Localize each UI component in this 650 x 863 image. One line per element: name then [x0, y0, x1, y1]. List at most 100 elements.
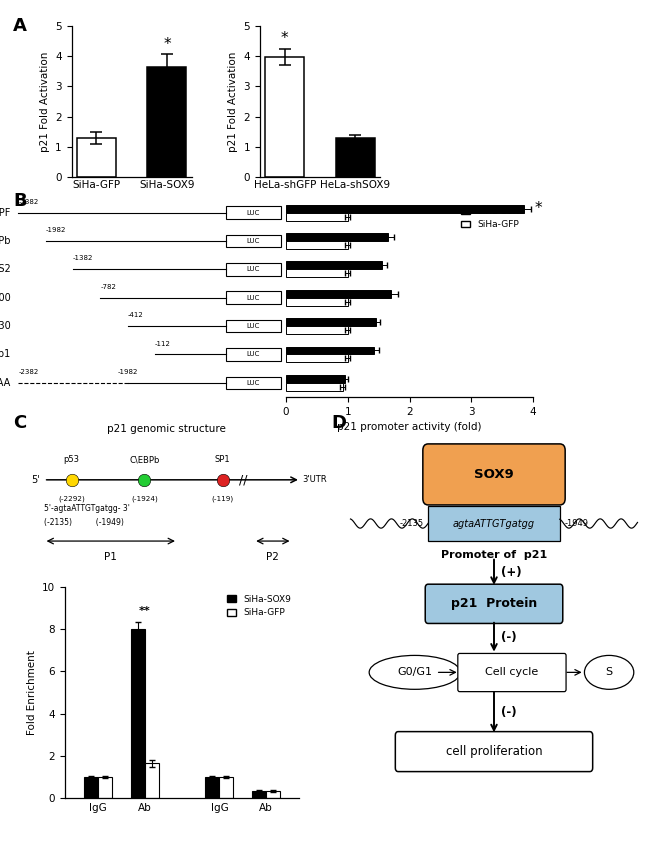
Text: A: A: [13, 17, 27, 35]
Bar: [131, 629, 144, 798]
Text: -1982: -1982: [118, 369, 138, 375]
Text: (-): (-): [502, 706, 517, 719]
Text: LUC: LUC: [246, 323, 260, 329]
Bar: [336, 138, 375, 177]
Bar: [286, 269, 348, 277]
Text: LUC: LUC: [246, 238, 260, 244]
Bar: [286, 318, 376, 326]
FancyBboxPatch shape: [226, 235, 281, 248]
Legend: SiHa-SOX9, SiHa-GFP: SiHa-SOX9, SiHa-GFP: [457, 203, 528, 233]
Text: -2382: -2382: [18, 198, 39, 205]
Text: p21 genomic structure: p21 genomic structure: [107, 425, 226, 434]
Text: SP1: SP1: [214, 455, 230, 464]
Text: 5'-agtaATTGTgatgg- 3': 5'-agtaATTGTgatgg- 3': [44, 504, 129, 513]
Bar: [286, 298, 348, 306]
Text: C\EBPb: C\EBPb: [129, 455, 159, 464]
Text: -2135: -2135: [400, 519, 424, 528]
Text: 5': 5': [31, 475, 40, 485]
Bar: [265, 57, 304, 177]
Bar: [286, 383, 343, 391]
Text: P2: P2: [266, 552, 280, 563]
Bar: [286, 233, 388, 241]
Text: p21 Sp1: p21 Sp1: [0, 350, 10, 360]
Text: (-2292): (-2292): [58, 495, 85, 502]
Y-axis label: p21 Fold Activation: p21 Fold Activation: [228, 51, 238, 152]
Text: *: *: [535, 201, 543, 217]
Legend: SiHa-SOX9, SiHa-GFP: SiHa-SOX9, SiHa-GFP: [223, 591, 294, 621]
Text: **: **: [138, 607, 150, 616]
Text: G0/G1: G0/G1: [397, 667, 432, 677]
Text: cell proliferation: cell proliferation: [446, 745, 542, 758]
FancyBboxPatch shape: [226, 206, 281, 219]
Text: B: B: [13, 192, 27, 210]
FancyBboxPatch shape: [428, 506, 560, 541]
Text: p21 CBPb: p21 CBPb: [0, 236, 10, 246]
FancyBboxPatch shape: [423, 444, 565, 505]
Bar: [98, 777, 112, 798]
Bar: [252, 791, 266, 798]
Bar: [286, 326, 348, 334]
Text: (-1924): (-1924): [131, 495, 158, 502]
Text: (-): (-): [502, 631, 517, 644]
Text: LUC: LUC: [246, 267, 260, 273]
Text: C: C: [13, 414, 26, 432]
Bar: [286, 212, 348, 221]
Text: (-2135)          (-1949): (-2135) (-1949): [44, 518, 124, 527]
Text: p21 AA: p21 AA: [0, 378, 10, 387]
Text: *: *: [281, 30, 289, 46]
Bar: [286, 241, 348, 249]
Text: SOX9: SOX9: [474, 468, 514, 481]
Text: *: *: [163, 36, 171, 52]
Bar: [220, 777, 233, 798]
FancyBboxPatch shape: [226, 348, 281, 361]
Text: -1949: -1949: [564, 519, 588, 528]
Text: //: //: [239, 473, 248, 487]
Text: D: D: [332, 414, 346, 432]
Bar: [144, 764, 159, 798]
Bar: [286, 355, 348, 362]
Text: -112: -112: [155, 341, 171, 347]
FancyBboxPatch shape: [395, 732, 593, 772]
Bar: [148, 66, 187, 177]
Text: LUC: LUC: [246, 295, 260, 300]
Text: (+): (+): [502, 566, 522, 579]
Text: -2382: -2382: [18, 369, 39, 375]
Bar: [286, 261, 382, 269]
Text: p21 Δ800: p21 Δ800: [0, 293, 10, 303]
Text: LUC: LUC: [246, 210, 260, 216]
Text: p21  Protein: p21 Protein: [451, 597, 537, 610]
Text: -782: -782: [100, 284, 116, 290]
Text: (-119): (-119): [211, 495, 233, 502]
FancyBboxPatch shape: [226, 376, 281, 389]
Text: LUC: LUC: [246, 380, 260, 386]
Bar: [286, 347, 374, 355]
FancyBboxPatch shape: [425, 584, 563, 623]
Bar: [205, 777, 220, 798]
FancyBboxPatch shape: [226, 263, 281, 275]
Text: Promoter of  p21: Promoter of p21: [441, 550, 547, 559]
FancyBboxPatch shape: [458, 653, 566, 691]
Text: S: S: [606, 667, 613, 677]
Text: p21 BS2: p21 BS2: [0, 264, 10, 274]
Bar: [266, 791, 280, 798]
Bar: [286, 290, 391, 298]
FancyBboxPatch shape: [226, 292, 281, 304]
X-axis label: p21 promoter activity (fold): p21 promoter activity (fold): [337, 422, 482, 432]
Bar: [84, 777, 98, 798]
Text: p21 PF: p21 PF: [0, 208, 10, 217]
Text: LUC: LUC: [246, 351, 260, 357]
Y-axis label: Fold Enrichment: Fold Enrichment: [27, 650, 36, 735]
Text: agtaATTGTgatgg: agtaATTGTgatgg: [453, 519, 535, 528]
Text: P1: P1: [104, 552, 117, 563]
Y-axis label: p21 Fold Activation: p21 Fold Activation: [40, 51, 49, 152]
Ellipse shape: [369, 655, 460, 690]
Text: -412: -412: [127, 312, 144, 318]
Text: Cell cycle: Cell cycle: [486, 667, 539, 677]
Bar: [77, 138, 116, 177]
FancyBboxPatch shape: [226, 320, 281, 332]
Bar: [286, 205, 524, 212]
Ellipse shape: [584, 655, 634, 690]
Bar: [286, 375, 344, 383]
Text: -1982: -1982: [46, 227, 66, 233]
Text: p21 Δ430: p21 Δ430: [0, 321, 10, 331]
